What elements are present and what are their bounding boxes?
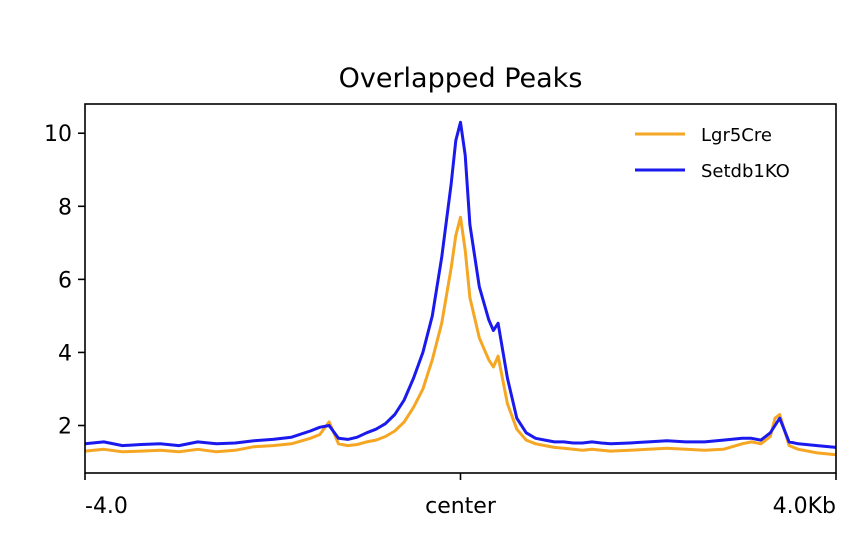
y-tick-label: 10 [44, 122, 72, 147]
plot-frame [84, 103, 837, 474]
plot-lines [84, 120, 837, 457]
series-line-1 [84, 120, 837, 449]
x-axis: -4.0 center 4.0Kb [84, 473, 837, 519]
y-tick-label: 2 [58, 415, 72, 440]
chart-title: Overlapped Peaks [339, 63, 583, 94]
y-tick-label: 4 [58, 341, 72, 366]
y-tick-label: 8 [58, 195, 72, 220]
legend: Lgr5Cre Setdb1KO [635, 125, 790, 182]
legend-label: Lgr5Cre [701, 125, 772, 146]
y-axis: 2 4 6 8 10 [44, 122, 85, 440]
legend-label: Setdb1KO [701, 161, 790, 182]
series-line-0 [84, 215, 837, 457]
x-tick-label: center [425, 494, 497, 519]
y-tick-label: 6 [58, 268, 72, 293]
x-tick-label: -4.0 [85, 494, 128, 519]
x-tick-label: 4.0Kb [773, 494, 836, 519]
